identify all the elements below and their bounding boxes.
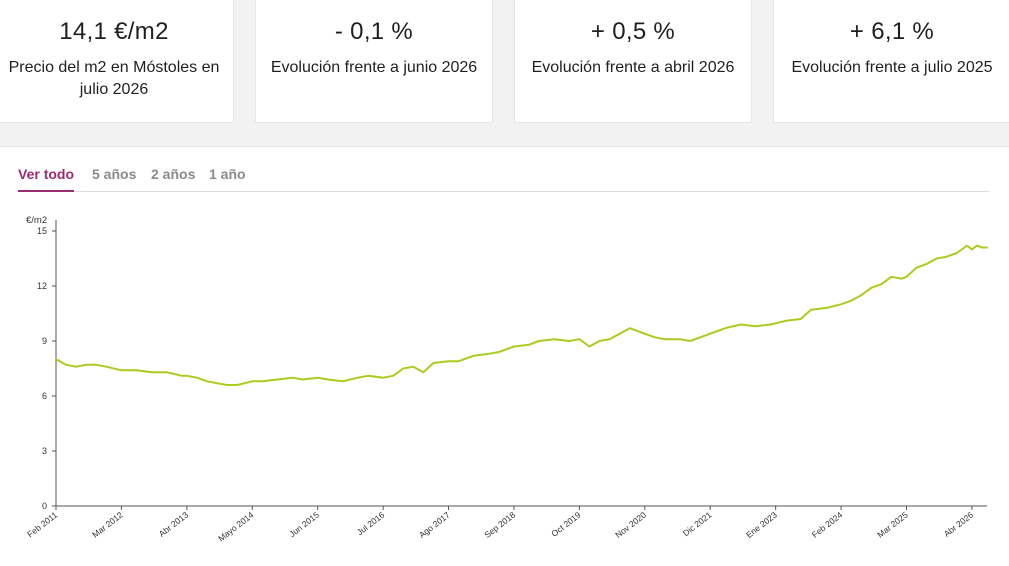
x-tick-label: Feb 2024 <box>810 510 845 540</box>
x-tick-label: Ene 2023 <box>744 510 779 540</box>
x-tick-label: Mar 2012 <box>90 510 125 540</box>
card-value: + 0,5 % <box>590 18 676 45</box>
chart-series <box>55 244 988 386</box>
chart-axes: 0 3 6 9 12 15 Feb 2011 Mar 2012 Abr 2013 Mayo 201… <box>25 220 987 543</box>
y-tick-label: 3 <box>42 446 47 456</box>
tab-ver-todo[interactable]: Ver todo <box>18 166 75 192</box>
card-evolution-year: + 6,1 % Evolución frente a julio 2025 <box>773 0 1009 123</box>
x-tick-label: Dic 2021 <box>681 510 714 539</box>
tab-1-ano[interactable]: 1 año <box>209 166 246 182</box>
x-tick-label: Jun 2015 <box>287 510 321 540</box>
card-label: Evolución frente a abril 2026 <box>531 59 735 76</box>
card-evolution-month: - 0,1 % Evolución frente a junio 2026 <box>255 0 493 123</box>
y-tick-label: 0 <box>42 501 47 511</box>
card-price: 14,1 €/m2 Precio del m2 en Móstoles en j… <box>0 0 234 123</box>
tab-2-anos[interactable]: 2 años <box>151 166 196 182</box>
card-label: Evolución frente a julio 2025 <box>791 59 993 76</box>
x-tick-label: Mayo 2014 <box>216 510 256 544</box>
card-value: 14,1 €/m2 <box>59 18 169 45</box>
x-tick-label: Mar 2025 <box>875 510 910 540</box>
card-value: - 0,1 % <box>334 18 414 45</box>
x-tick-label: Abr 2013 <box>157 510 191 539</box>
x-tick-label: Abr 2026 <box>942 510 976 539</box>
y-tick-label: 9 <box>42 336 47 346</box>
x-tick-label: Oct 2019 <box>549 510 583 539</box>
card-evolution-quarter: + 0,5 % Evolución frente a abril 2026 <box>514 0 752 123</box>
x-tick-label: Ago 2017 <box>417 510 452 540</box>
y-axis-unit-label: €/m2 <box>26 215 47 226</box>
tab-5-anos[interactable]: 5 años <box>92 166 137 182</box>
x-tick-label: Feb 2011 <box>25 510 59 540</box>
y-tick-label: 6 <box>42 391 47 401</box>
y-tick-label: 15 <box>37 226 47 236</box>
card-label: Precio del m2 en Móstoles en julio 2026 <box>8 59 220 98</box>
period-tabs: Ver todo 5 años 2 años 1 año <box>18 166 989 192</box>
y-tick-label: 12 <box>37 281 47 291</box>
series-line <box>55 244 988 386</box>
x-tick-label: Nov 2020 <box>613 510 648 540</box>
card-label: Evolución frente a junio 2026 <box>270 59 478 76</box>
price-line-chart: €/m2 0 3 6 9 12 15 Feb 2011 Mar 2012 Abr 2013 May… <box>25 215 988 543</box>
x-tick-label: Jul 2016 <box>355 510 387 538</box>
card-value: + 6,1 % <box>849 18 935 45</box>
x-tick-label: Sep 2018 <box>482 510 517 540</box>
